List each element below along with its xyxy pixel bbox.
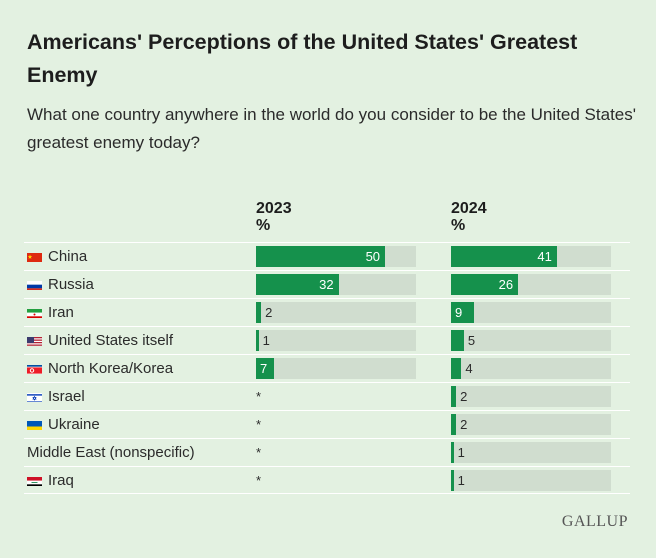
column-year-2023: 2023 [256, 200, 292, 217]
bar-track-2023: 7 [256, 358, 416, 379]
chart-row: Ukraine * 2 [24, 410, 630, 438]
bar-2023 [256, 330, 259, 351]
value-label-2024: 9 [455, 305, 463, 320]
bar-2024 [451, 386, 457, 407]
value-label-2024: 2 [460, 389, 468, 404]
chart-row: Russia 32 26 [24, 270, 630, 298]
bar-2024 [451, 330, 464, 351]
bar-track-2024: 5 [451, 330, 611, 351]
bar-2024 [451, 470, 454, 491]
bar-track-2024: 1 [451, 470, 611, 491]
bar-2024 [451, 302, 475, 323]
bar-2023 [256, 246, 386, 267]
bar-track-2023: 32 [256, 274, 416, 295]
bar-track-2023: 50 [256, 246, 416, 267]
category-label-iran: Iran [48, 304, 74, 321]
value-label-2024: 5 [467, 333, 476, 348]
bar-track-2024: 2 [451, 386, 611, 407]
value-label-2023: 50 [365, 249, 381, 264]
category-label-israel: Israel [48, 388, 85, 405]
gallup-logo: GALLUP [561, 513, 628, 530]
bar-2023 [256, 274, 339, 295]
chart-rows: China 50 41 Russia 32 26 Iran 2 9 United States i… [24, 242, 630, 494]
category-label-ukraine: Ukraine [48, 416, 100, 433]
column-header-2024: 2024 % [451, 200, 487, 234]
russia-flag-icon [27, 279, 42, 290]
bar-2024 [451, 358, 462, 379]
chart-row: Middle East (nonspecific) * 1 [24, 438, 630, 466]
ukraine-flag-icon [27, 419, 42, 430]
north-korea-flag-icon [27, 363, 42, 374]
iran-flag-icon [27, 307, 42, 318]
category-label-iraq: Iraq [48, 472, 74, 489]
chart-row: Iran 2 9 [24, 298, 630, 326]
no-data-marker-2023: * [256, 389, 262, 404]
value-label-2024: 26 [498, 277, 514, 292]
bar-2023 [256, 358, 275, 379]
bar-2024 [451, 246, 557, 267]
column-unit-2024: % [451, 217, 466, 234]
chart-row: Iraq * 1 [24, 466, 630, 494]
chart-row: United States itself 1 5 [24, 326, 630, 354]
bar-track-2024: 1 [451, 442, 611, 463]
bar-2023 [256, 302, 262, 323]
bar-track-2024: 9 [451, 302, 611, 323]
chart-row: North Korea/Korea 7 4 [24, 354, 630, 382]
usa-flag-icon [27, 335, 42, 346]
bar-track-2024: 41 [451, 246, 611, 267]
no-data-marker-2023: * [256, 417, 262, 432]
value-label-2024: 4 [465, 361, 473, 376]
bar-track-2024: 26 [451, 274, 611, 295]
value-label-2024: 1 [457, 445, 465, 460]
bar-track-2023: 2 [256, 302, 416, 323]
category-label-united-states-itself: United States itself [48, 332, 174, 349]
column-unit-2023: % [256, 217, 271, 234]
value-label-2023: 7 [260, 361, 268, 376]
value-label-2024: 2 [460, 417, 468, 432]
chart-subtitle: What one country anywhere in the world d… [27, 105, 636, 152]
bar-2024 [451, 414, 457, 435]
bar-track-2024: 2 [451, 414, 611, 435]
bar-track-2024: 4 [451, 358, 611, 379]
value-label-2024: 1 [457, 473, 465, 488]
bar-2024 [451, 442, 454, 463]
value-label-2023: 2 [265, 305, 273, 320]
value-label-2023: 1 [262, 333, 270, 348]
column-year-2024: 2024 [451, 200, 487, 217]
chart-title: Americans' Perceptions of the United Sta… [27, 30, 578, 87]
china-flag-icon [27, 251, 42, 262]
value-label-2023: 32 [319, 277, 334, 292]
chart-row: Israel * 2 [24, 382, 630, 410]
value-label-2024: 41 [537, 249, 552, 264]
bar-track-2023: 1 [256, 330, 416, 351]
iraq-flag-icon [27, 475, 42, 486]
bar-2024 [451, 274, 519, 295]
no-data-marker-2023: * [256, 473, 262, 488]
chart-row: China 50 41 [24, 242, 630, 270]
category-label-middle-east-nonspecific: Middle East (nonspecific) [27, 444, 195, 461]
category-label-russia: Russia [48, 276, 94, 293]
category-label-north-korea-korea: North Korea/Korea [48, 360, 174, 377]
category-label-china: China [48, 248, 88, 265]
no-data-marker-2023: * [256, 445, 262, 460]
israel-flag-icon [27, 391, 42, 402]
column-header-2023: 2023 % [256, 200, 292, 234]
